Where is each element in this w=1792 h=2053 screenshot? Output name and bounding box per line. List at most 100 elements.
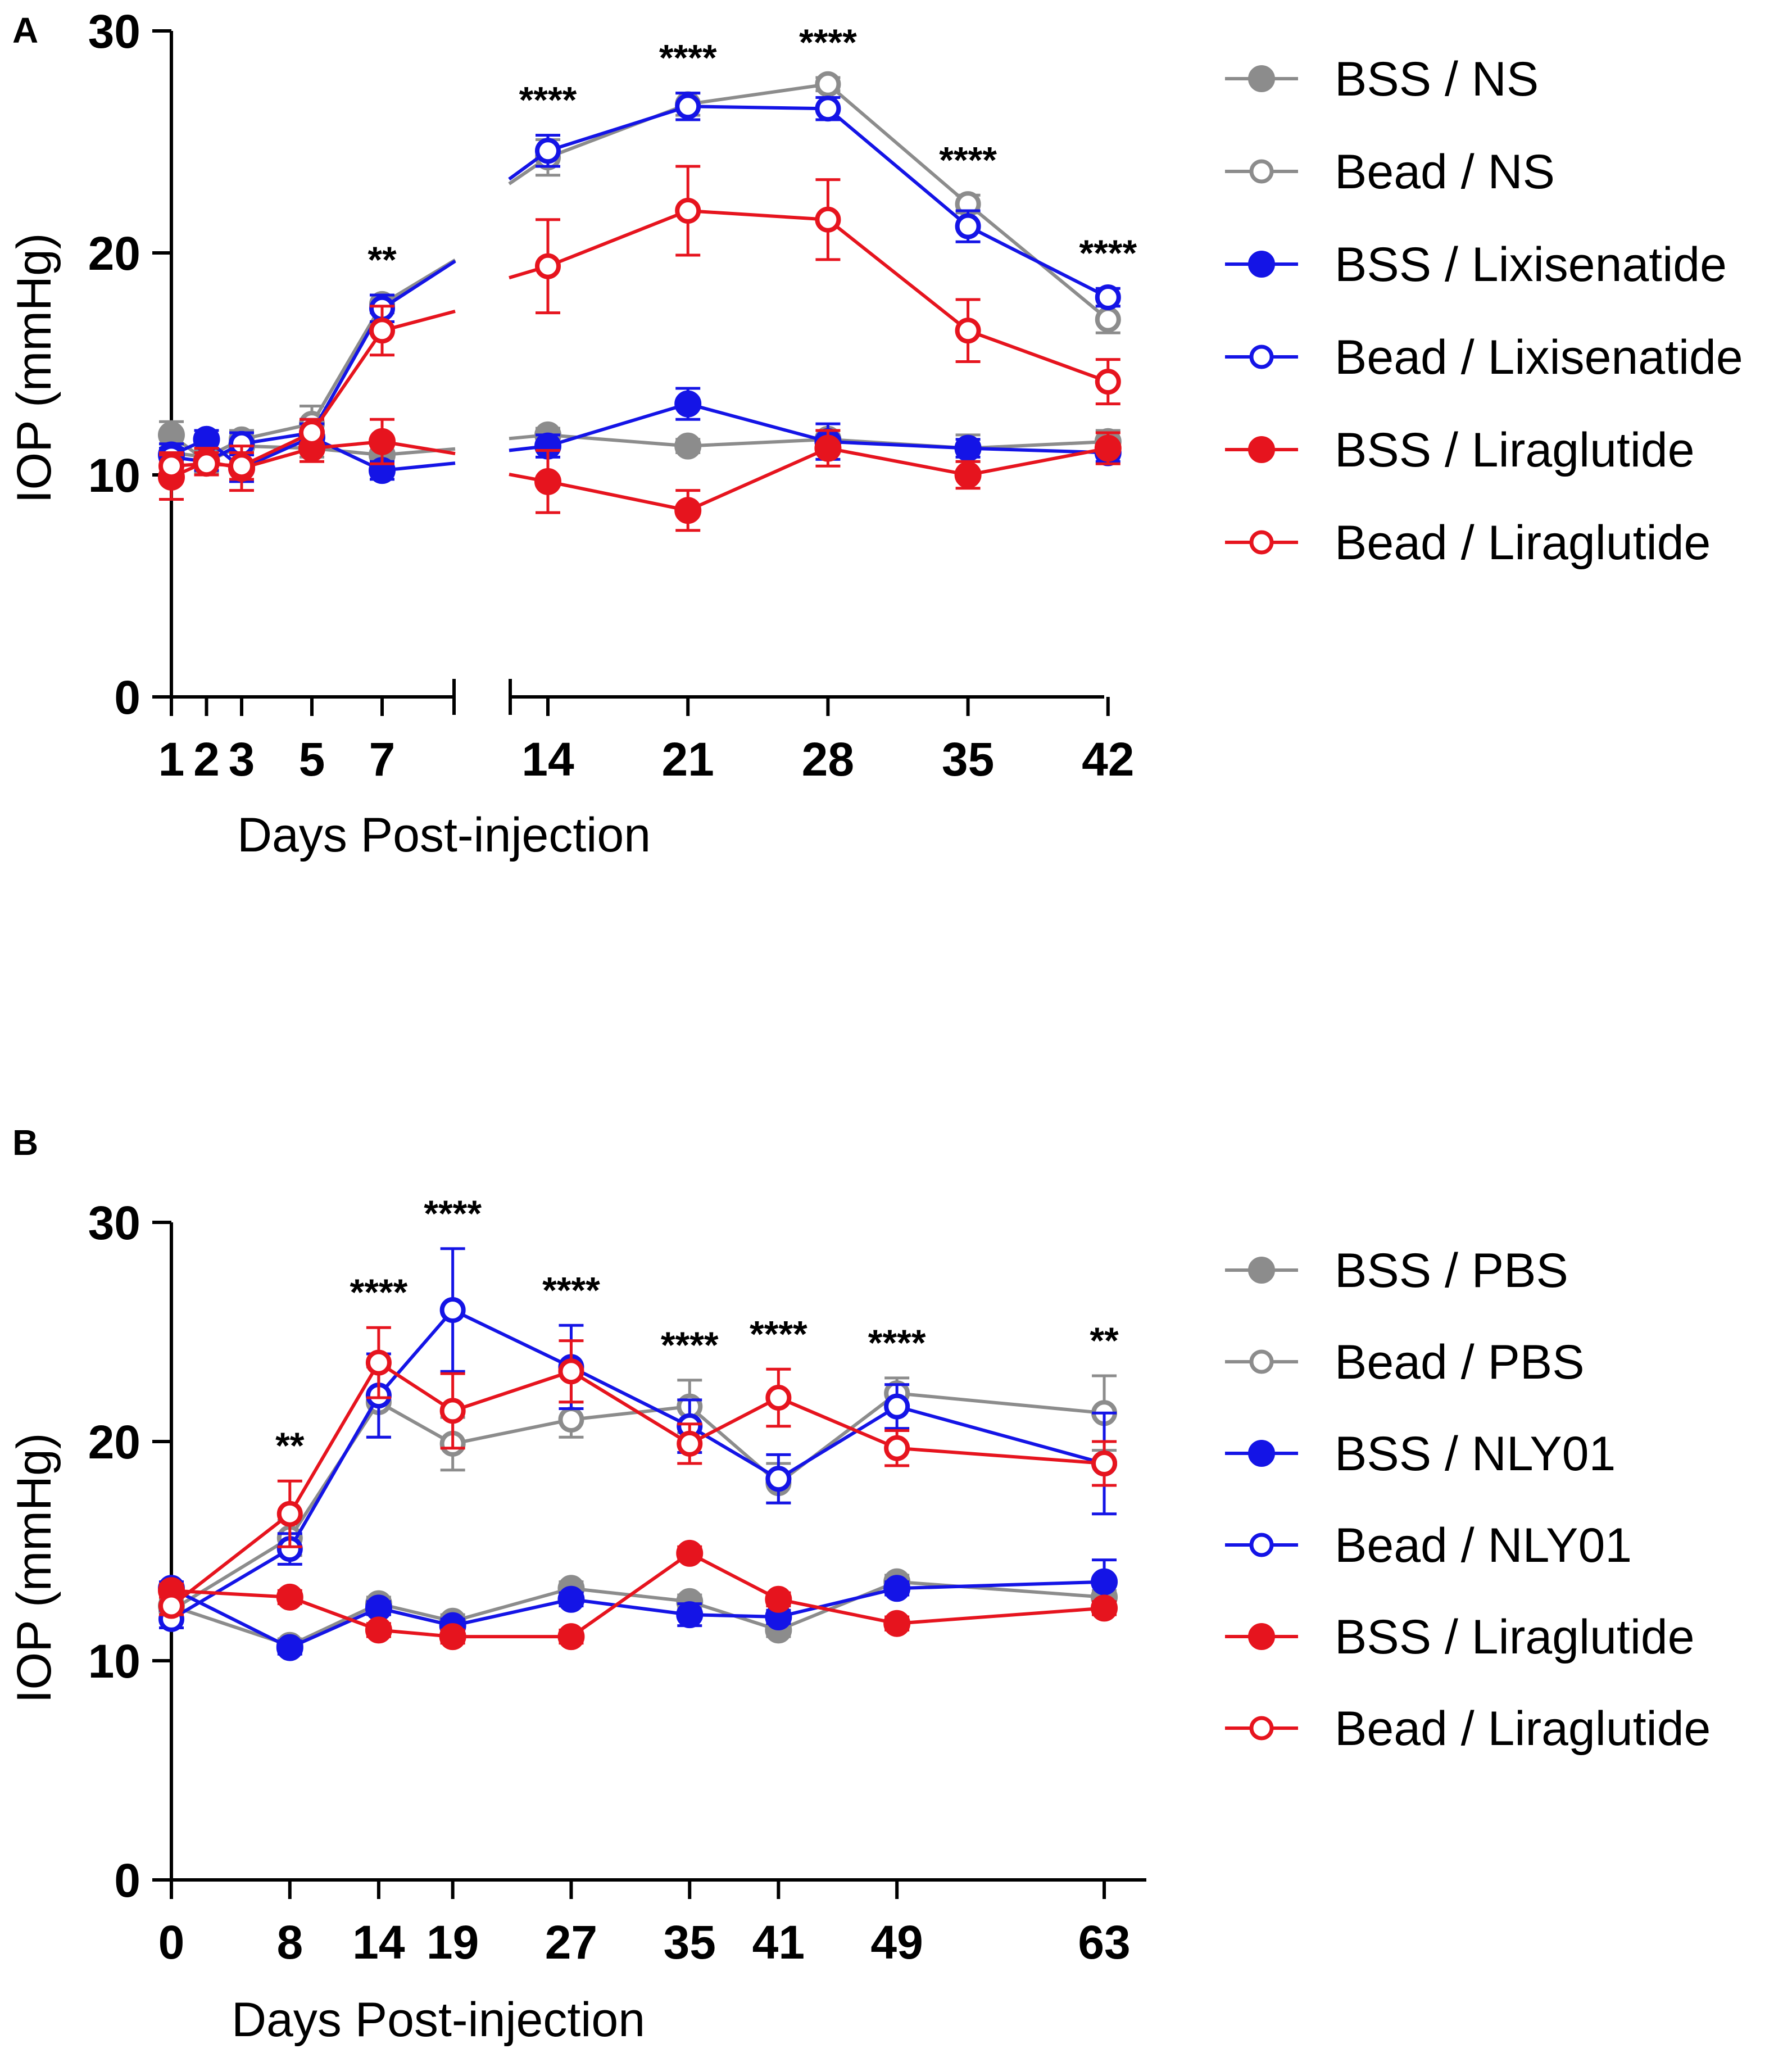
panel-a-legend: BSS / NS Bead / NS BSS / Lixisenatide Bead … <box>1225 52 1743 570</box>
significance-label: ** <box>1090 1320 1119 1361</box>
legend-marker <box>1249 345 1274 369</box>
panel-b-y-tick-label: 0 <box>114 1854 140 1907</box>
significance-label: **** <box>424 1193 482 1234</box>
legend-marker <box>1248 436 1275 463</box>
panel-b-x-tick-label: 19 <box>427 1916 479 1969</box>
significance-label: **** <box>542 1269 600 1311</box>
panel-letter-a: A <box>12 10 38 51</box>
significance-label: **** <box>350 1271 408 1313</box>
data-point <box>677 1430 703 1457</box>
data-point <box>439 1398 466 1424</box>
panel-a-x-tick-label: 35 <box>942 733 994 786</box>
data-point <box>674 390 702 418</box>
data-point <box>954 461 982 488</box>
panel-b-y-tick-label: 10 <box>88 1635 140 1688</box>
legend-item-bss-nly01: BSS / NLY01 <box>1225 1427 1616 1481</box>
legend-label: BSS / NS <box>1335 52 1539 106</box>
series-line-bead-lixisenatide <box>508 105 1109 299</box>
data-point <box>1091 1594 1118 1622</box>
data-point <box>229 453 255 479</box>
legend-item-bead-liraglutide: Bead / Liraglutide <box>1225 1702 1711 1756</box>
legend-item-bead-pbs: Bead / PBS <box>1225 1335 1585 1389</box>
panel-b-y-tick-label: 20 <box>88 1416 140 1469</box>
panel-a-x-tick-label: 2 <box>193 733 220 786</box>
significance-label: **** <box>799 21 857 63</box>
data-point <box>884 1393 910 1420</box>
data-point <box>276 1501 303 1527</box>
legend-label: BSS / NLY01 <box>1335 1427 1616 1481</box>
panel-a-series <box>158 71 1122 532</box>
data-point <box>675 197 701 224</box>
legend-label: BSS / Liraglutide <box>1335 1610 1695 1664</box>
data-point <box>955 318 981 344</box>
data-point <box>365 1349 392 1376</box>
panel-b-x-tick-label: 41 <box>752 1916 805 1969</box>
data-point <box>369 428 396 455</box>
series-bead-liraglutide <box>158 165 1121 481</box>
panel-a-x-tick-label: 5 <box>299 733 325 786</box>
data-point <box>439 1297 466 1323</box>
panel-b-significance: ****************** **** **** ** <box>275 1193 1119 1466</box>
legend-marker <box>1249 1349 1274 1374</box>
panel-b-y-tick-label: 30 <box>88 1197 140 1249</box>
legend-marker <box>1249 159 1274 184</box>
panel-b-x-tick-label: 35 <box>664 1916 716 1969</box>
panel-a-x-axis-label: Days Post-injection <box>237 808 651 862</box>
panel-b-x-tick-label: 27 <box>545 1916 597 1969</box>
legend-marker <box>1249 1716 1274 1741</box>
legend-marker <box>1249 530 1274 555</box>
legend-item-bead-liraglutide: Bead / Liraglutide <box>1225 516 1711 570</box>
panel-b-x-tick-label: 63 <box>1078 1916 1130 1969</box>
legend-label: Bead / PBS <box>1335 1335 1585 1389</box>
panel-b-x-axis-label: Days Post-injection <box>232 1993 645 2047</box>
significance-label: **** <box>659 37 717 79</box>
data-point <box>557 1585 585 1613</box>
legend-item-bead-ns: Bead / NS <box>1225 145 1555 199</box>
data-point <box>158 453 184 479</box>
panel-b-legend: BSS / PBS Bead / PBS BSS / NLY01 Bead / NLY… <box>1225 1244 1711 1756</box>
panel-a-y-tick-label: 20 <box>88 227 140 280</box>
data-point <box>815 206 841 233</box>
data-point <box>674 497 702 524</box>
series-line-bead-liraglutide <box>509 209 1109 383</box>
significance-label: **** <box>661 1324 719 1366</box>
legend-marker <box>1248 1257 1275 1284</box>
data-point <box>534 468 561 495</box>
legend-marker <box>1248 65 1275 92</box>
data-point <box>883 1610 911 1637</box>
legend-label: BSS / Liraglutide <box>1335 423 1695 477</box>
panel-a-x-tick-label: 3 <box>229 733 255 786</box>
data-point <box>535 138 561 164</box>
data-point <box>955 213 981 239</box>
series-bss-liraglutide <box>158 1539 1118 1651</box>
data-point <box>299 419 325 446</box>
data-point <box>1095 284 1121 310</box>
data-point <box>558 1358 584 1385</box>
panel-a-y-tick-label: 10 <box>88 449 140 502</box>
data-point <box>535 253 561 279</box>
significance-label: **** <box>939 139 997 180</box>
legend-label: BSS / PBS <box>1335 1244 1568 1298</box>
data-point <box>1095 369 1121 395</box>
data-point <box>1091 1568 1118 1596</box>
legend-label: BSS / Lixisenatide <box>1335 238 1727 292</box>
legend-marker <box>1248 251 1275 278</box>
panel-a-y-tick-label: 30 <box>88 5 140 58</box>
panel-b-x-tick-label: 8 <box>276 1916 303 1969</box>
data-point <box>815 96 841 122</box>
significance-label: **** <box>750 1313 807 1354</box>
panel-b: B 0 10 20 30 0 8 14 19 27 35 41 49 63 Days Post-inje… <box>7 1122 1711 2047</box>
panel-a-x-tick-label: 21 <box>661 733 714 786</box>
data-point <box>676 1601 704 1629</box>
series-bss-nly01 <box>158 1558 1118 1661</box>
data-point <box>675 93 701 120</box>
series-bead-ns <box>158 71 1121 470</box>
data-point <box>276 1583 303 1611</box>
data-point <box>954 434 982 462</box>
panel-a-x-tick-label: 7 <box>369 733 396 786</box>
panel-a-x-tick-label: 1 <box>158 733 185 786</box>
panel-b-x-tick-label: 0 <box>158 1916 185 1969</box>
data-point <box>276 1634 303 1661</box>
data-point <box>158 1593 184 1619</box>
